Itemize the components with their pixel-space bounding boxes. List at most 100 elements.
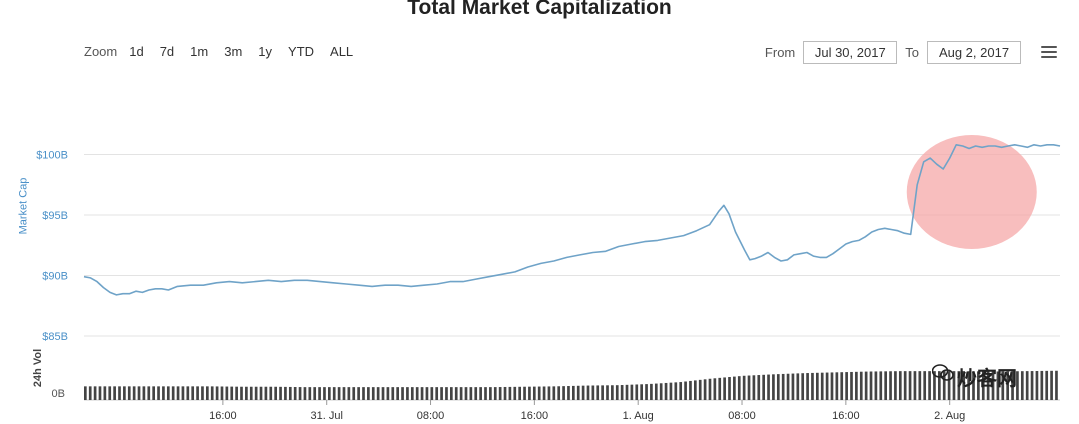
volume-bar [635, 384, 639, 400]
market-cap-line [83, 144, 1061, 296]
volume-bar [767, 374, 770, 400]
volume-bar [118, 386, 121, 400]
volume-bar [991, 371, 995, 400]
to-date-input[interactable]: Aug 2, 2017 [927, 41, 1021, 64]
x-tick-label: 1. Aug [623, 410, 654, 422]
zoom-button-7d[interactable]: 7d [159, 44, 175, 59]
volume-bar [469, 387, 473, 400]
volume-bar [630, 384, 634, 400]
volume-bar [723, 377, 726, 400]
volume-bar [864, 371, 868, 400]
volume-bar [430, 387, 434, 400]
zoom-button-1y[interactable]: 1y [258, 44, 273, 59]
zoom-button-1d[interactable]: 1d [129, 44, 144, 59]
volume-bar [757, 375, 761, 400]
volume-bar [830, 372, 834, 400]
x-tick-labels: 16:00 31. Jul 08:00 16:00 1. Aug 08:00 16:00 2.… [209, 400, 965, 422]
volume-bar [694, 380, 697, 400]
volume-bar [562, 386, 565, 400]
volume-bar [855, 371, 858, 400]
x-tick-label: 08:00 [728, 410, 756, 422]
volume-bar [332, 387, 336, 400]
volume-bar [518, 386, 521, 400]
volume-bar [918, 371, 922, 400]
volume-bar [928, 371, 931, 400]
volume-bar [601, 385, 604, 400]
volume-bar [489, 387, 492, 400]
volume-bar [264, 386, 268, 400]
volume-tick-label: 0B [52, 388, 65, 400]
zoom-button-all[interactable]: ALL [330, 44, 354, 59]
volume-bar [357, 387, 360, 400]
volume-bar [498, 387, 502, 400]
volume-bar [659, 383, 663, 400]
volume-bar [230, 386, 234, 400]
volume-bar [664, 382, 668, 400]
volume-bar [576, 385, 580, 400]
volume-bar [293, 387, 297, 400]
volume-bar [181, 386, 185, 400]
volume-bar [1045, 370, 1049, 400]
volume-bar [1055, 370, 1058, 400]
x-tick-label: 16:00 [209, 410, 237, 422]
volume-bar [103, 386, 107, 400]
volume-bar [923, 371, 927, 400]
volume-bar [464, 387, 468, 400]
volume-bar [381, 387, 385, 400]
y-tick-label: $100B [36, 150, 68, 162]
volume-bar [552, 386, 556, 400]
volume-bar [547, 386, 551, 400]
volume-bar [93, 386, 97, 400]
volume-bar [523, 386, 526, 400]
volume-bar [210, 386, 214, 400]
volume-bar [328, 387, 331, 400]
volume-bar [567, 386, 570, 400]
volume-bar [508, 386, 512, 400]
zoom-button-ytd[interactable]: YTD [288, 44, 315, 59]
volume-bar [367, 387, 370, 400]
volume-bar [884, 371, 887, 400]
volume-bar [337, 387, 341, 400]
watermark-text: 炒客网 [957, 366, 1017, 390]
volume-bar [611, 385, 614, 400]
volume-bar [942, 371, 946, 400]
volume-bar [220, 386, 224, 400]
zoom-button-3m[interactable]: 3m [224, 44, 243, 59]
volume-bar [615, 385, 619, 400]
volume-bar [245, 386, 248, 400]
volume-bar [371, 387, 375, 400]
volume-bar [474, 387, 478, 400]
volume-bar [835, 372, 839, 400]
volume-bar [152, 386, 155, 400]
volume-bar [284, 386, 287, 400]
volume-bar [450, 387, 453, 400]
volume-bar [913, 371, 917, 400]
volume-bar [166, 386, 170, 400]
volume-bar [772, 374, 775, 400]
volume-bar [625, 384, 629, 400]
volume-bar [874, 371, 878, 400]
zoom-selector: Zoom 1d 7d 1m 3m 1y YTD ALL [84, 44, 369, 59]
volume-bar [981, 371, 985, 400]
x-tick-label: 08:00 [417, 410, 445, 422]
highlight-circle [906, 135, 1037, 250]
volume-bar [235, 386, 238, 400]
hamburger-menu-icon[interactable] [1041, 46, 1057, 60]
from-date-input[interactable]: Jul 30, 2017 [803, 41, 898, 64]
volume-bar [1030, 371, 1034, 400]
volume-bar [557, 386, 561, 400]
volume-bar [806, 373, 809, 400]
volume-bar [376, 387, 380, 400]
volume-bar [903, 371, 907, 400]
volume-bar [894, 371, 897, 400]
volume-bar [967, 371, 970, 400]
volume-bar [537, 386, 541, 400]
volume-bar [113, 386, 116, 400]
volume-bars [84, 370, 1058, 400]
volume-bar [532, 386, 536, 400]
volume-bar [157, 386, 160, 400]
volume-bar [269, 386, 273, 400]
volume-bar [406, 387, 409, 400]
volume-bar [288, 386, 292, 400]
zoom-button-1m[interactable]: 1m [190, 44, 209, 59]
